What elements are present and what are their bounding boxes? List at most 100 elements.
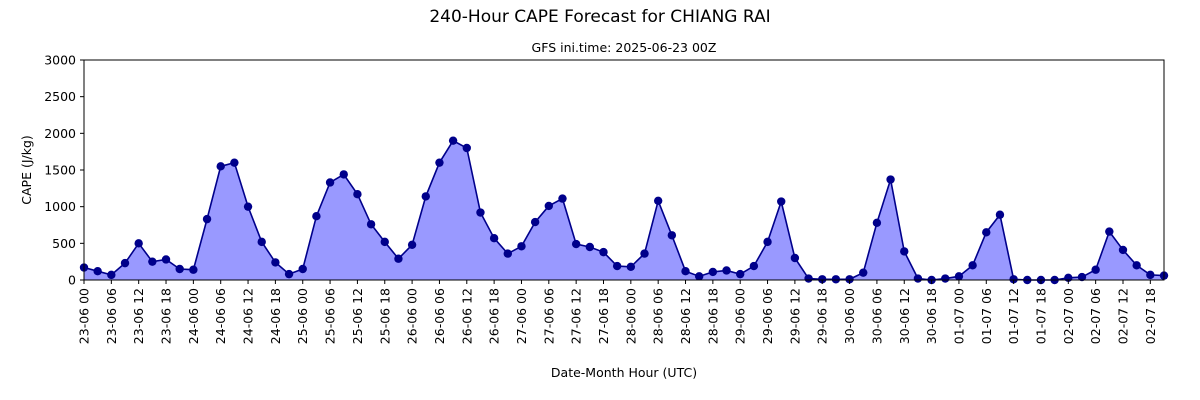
x-tick-label: 29-06 12 (787, 288, 802, 344)
x-tick-label: 30-06 18 (924, 288, 939, 344)
y-tick-label: 500 (52, 236, 76, 251)
x-tick-label: 26-06 00 (405, 288, 420, 344)
x-tick-label: 25-06 12 (350, 288, 365, 344)
data-point (230, 158, 239, 167)
x-tick-label: 02-07 00 (1061, 288, 1076, 344)
x-tick-label: 28-06 12 (678, 288, 693, 344)
data-point (1132, 261, 1141, 270)
data-point (284, 269, 294, 279)
y-tick-label: 1000 (44, 199, 76, 214)
x-tick-label: 02-07 18 (1143, 288, 1158, 344)
data-point (626, 262, 636, 271)
data-point (1091, 265, 1100, 274)
x-tick-label: 28-06 18 (705, 288, 720, 344)
data-point (558, 194, 567, 203)
x-tick-label: 23-06 06 (104, 288, 119, 344)
data-point (845, 275, 854, 284)
data-point (818, 275, 827, 284)
data-point (763, 237, 772, 247)
data-point (1146, 270, 1155, 280)
data-point (694, 272, 704, 281)
data-point (804, 274, 813, 283)
data-point (134, 239, 143, 248)
data-point (161, 255, 171, 264)
data-point (298, 264, 307, 274)
chart-title: 240-Hour CAPE Forecast for CHIANG RAI (429, 7, 770, 27)
x-tick-label: 23-06 18 (159, 288, 174, 344)
x-tick-label: 24-06 06 (213, 288, 228, 344)
data-point (1118, 245, 1128, 255)
data-point (599, 247, 608, 257)
x-tick-label: 24-06 12 (241, 288, 256, 344)
x-tick-label: 28-06 00 (623, 288, 638, 344)
data-point (585, 242, 595, 252)
data-point (667, 231, 677, 240)
data-point (900, 247, 909, 256)
x-tick-label: 01-07 18 (1033, 288, 1048, 344)
x-tick-label: 26-06 18 (487, 288, 502, 344)
data-point (653, 196, 663, 205)
x-tick-label: 30-06 06 (869, 288, 884, 344)
x-tick-label: 27-06 06 (541, 288, 556, 344)
data-point (339, 170, 348, 179)
x-tick-label: 01-07 00 (951, 288, 966, 344)
data-point (148, 257, 157, 266)
x-tick-label: 26-06 12 (459, 288, 474, 344)
data-point (612, 261, 622, 271)
data-point (366, 220, 376, 229)
data-point (831, 275, 841, 284)
data-point (503, 249, 512, 258)
cape-area-fill (84, 140, 1164, 280)
y-tick-label: 0 (68, 273, 76, 288)
data-point (872, 218, 882, 227)
data-point (421, 192, 430, 201)
x-tick-label: 25-06 00 (295, 288, 310, 344)
y-tick-label: 3000 (44, 53, 76, 68)
x-tick-label: 25-06 06 (323, 288, 338, 344)
data-point (968, 261, 977, 270)
data-point (93, 267, 102, 276)
data-point (175, 264, 184, 274)
data-point (722, 266, 731, 275)
x-tick-label: 24-06 18 (268, 288, 283, 344)
x-tick-label: 29-06 00 (733, 288, 748, 344)
data-point (544, 201, 554, 211)
x-tick-label: 25-06 18 (377, 288, 392, 344)
x-tick-label: 29-06 18 (815, 288, 830, 344)
data-point (995, 210, 1005, 219)
y-axis-label: CAPE (J/kg) (19, 135, 34, 205)
data-point (353, 190, 362, 199)
data-point (257, 237, 266, 247)
data-point (325, 178, 335, 187)
data-point (1009, 275, 1018, 284)
y-tick-label: 2500 (44, 89, 76, 104)
data-point (394, 254, 403, 263)
x-tick-label: 23-06 00 (77, 288, 92, 344)
data-point (913, 274, 923, 283)
data-point (1105, 227, 1114, 236)
data-point (982, 228, 991, 237)
data-point (859, 268, 868, 277)
x-tick-label: 26-06 06 (432, 288, 447, 344)
data-point (708, 267, 718, 277)
data-point (107, 270, 116, 280)
x-tick-label: 30-06 00 (842, 288, 857, 344)
data-point (202, 214, 212, 224)
x-tick-label: 28-06 06 (651, 288, 666, 344)
data-point (777, 197, 786, 206)
data-point (790, 253, 800, 263)
data-point (189, 265, 198, 274)
data-point (736, 269, 745, 279)
data-point (489, 234, 499, 243)
data-point (243, 202, 253, 211)
data-point (312, 212, 321, 221)
x-tick-label: 27-06 18 (596, 288, 611, 344)
data-point (435, 158, 444, 167)
chart-subtitle: GFS ini.time: 2025-06-23 00Z (532, 40, 717, 55)
data-point (271, 258, 280, 267)
data-point (954, 272, 964, 281)
data-point (886, 175, 895, 184)
data-point (120, 258, 130, 268)
data-point (681, 267, 690, 276)
